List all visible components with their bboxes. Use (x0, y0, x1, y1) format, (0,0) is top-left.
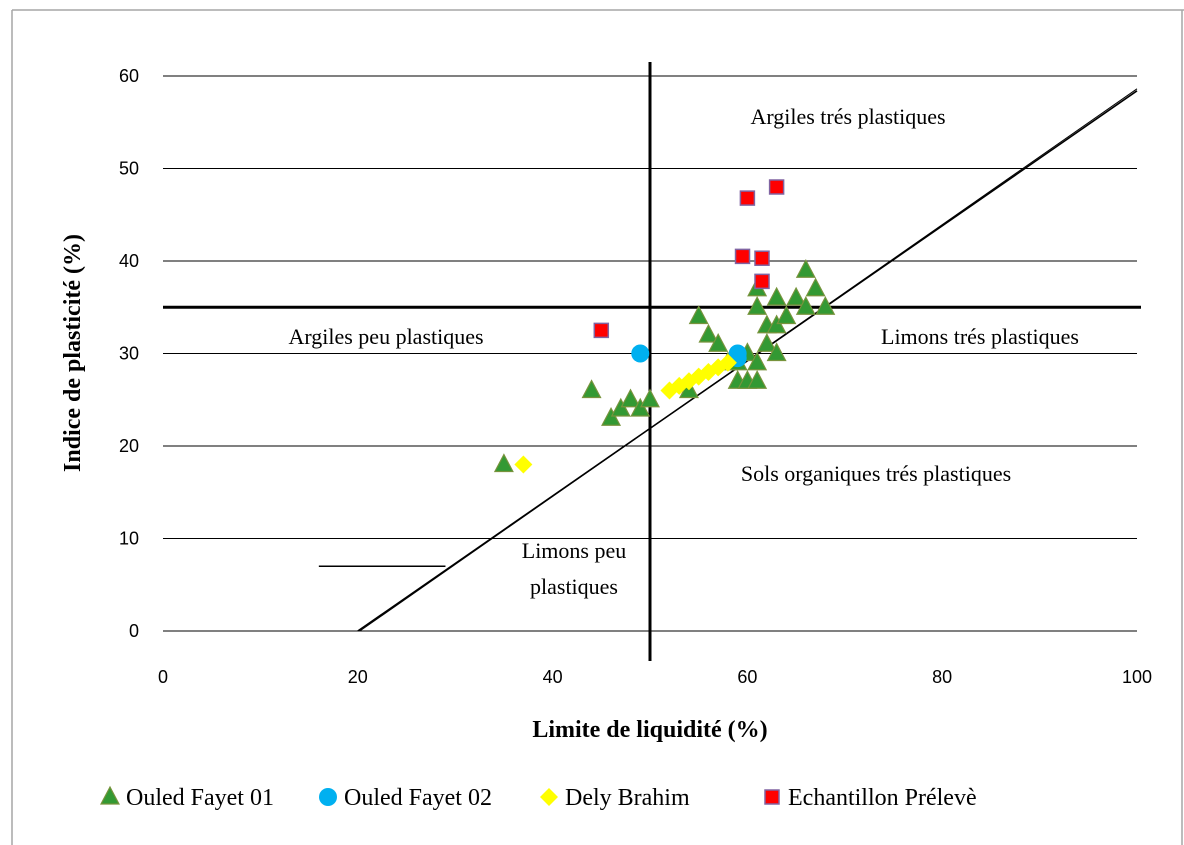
classification-lines (163, 62, 1141, 661)
legend-label: Ouled Fayet 02 (344, 785, 492, 811)
legend-item: Ouled Fayet 02 (319, 785, 492, 811)
legend-label: Dely Brahim (565, 785, 690, 811)
data-point-series-1 (815, 295, 836, 315)
data-point-series-4 (754, 250, 770, 266)
legend-item: Echantillon Prélevè (764, 785, 977, 811)
data-point-series-4 (739, 190, 756, 206)
data-point-series-1 (601, 406, 622, 426)
y-tick-label: 60 (119, 66, 139, 86)
x-tick-label: 20 (348, 667, 368, 687)
data-point-series-1 (493, 453, 514, 473)
x-tick-label: 80 (932, 667, 952, 687)
y-tick-label: 0 (129, 621, 139, 641)
x-tick-label: 100 (1122, 667, 1152, 687)
data-point-series-1 (766, 314, 787, 334)
legend-marker (540, 788, 558, 806)
data-point-series-1 (640, 388, 660, 408)
legend-item: Ouled Fayet 01 (100, 785, 274, 811)
data-point-series-1 (805, 277, 826, 297)
y-tick-label: 20 (119, 436, 139, 456)
data-point-series-4 (754, 273, 770, 290)
data-points (493, 179, 836, 474)
region-label-bottom-left-1: Limons peu (522, 538, 627, 563)
y-tick-label: 30 (119, 344, 139, 364)
region-label-top: Argiles trés plastiques (750, 104, 945, 129)
data-point-series-2 (728, 344, 747, 363)
region-label-bottom-left-2: plastiques (530, 574, 618, 599)
legend-item: Dely Brahim (540, 785, 690, 811)
data-point-series-1 (581, 379, 602, 399)
legend-label: Ouled Fayet 01 (126, 785, 274, 811)
data-point-series-4 (768, 179, 785, 195)
legend-label: Echantillon Prélevè (788, 785, 977, 811)
x-tick-label: 0 (158, 667, 168, 687)
x-tick-label: 60 (737, 667, 757, 687)
data-point-series-1 (747, 295, 768, 315)
data-point-series-4 (734, 248, 751, 265)
x-axis-title: Limite de liquidité (%) (532, 717, 767, 743)
data-point-series-1 (698, 323, 719, 343)
data-point-series-1 (795, 295, 816, 315)
x-tick-label: 40 (543, 667, 563, 687)
data-point-series-4 (593, 322, 610, 339)
legend-marker (319, 788, 337, 806)
y-axis-title: Indice de plasticité (%) (60, 234, 86, 472)
data-point-series-1 (708, 332, 729, 352)
legend-marker (100, 785, 120, 805)
legend: Ouled Fayet 01 Ouled Fayet 02 Dely Brahim E… (100, 785, 977, 811)
data-point-series-1 (610, 397, 631, 417)
axis-ticks: 0 10 20 30 40 50 60 0 20 40 60 80 100 (119, 66, 1152, 687)
data-point-series-3 (718, 353, 737, 372)
data-point-series-1 (747, 351, 768, 371)
y-tick-label: 10 (119, 529, 139, 549)
data-point-series-1 (766, 342, 787, 362)
data-point-series-1 (776, 305, 797, 325)
region-label-left: Argiles peu plastiques (288, 324, 483, 349)
data-point-series-1 (766, 286, 787, 306)
data-point-series-1 (630, 397, 651, 417)
data-point-series-3 (514, 455, 533, 474)
data-point-series-1 (688, 305, 709, 325)
y-tick-label: 40 (119, 251, 139, 271)
legend-marker (764, 789, 780, 805)
y-tick-label: 50 (119, 159, 139, 179)
region-labels: Argiles trés plastiques Argiles peu plas… (288, 104, 1079, 599)
data-point-series-1 (747, 369, 768, 389)
data-point-series-1 (756, 332, 777, 352)
data-point-series-2 (631, 344, 650, 363)
region-label-right: Limons trés plastiques (881, 324, 1079, 349)
data-point-series-1 (795, 258, 816, 278)
data-point-series-1 (620, 388, 641, 408)
data-point-series-1 (786, 286, 807, 306)
region-label-bottom-right: Sols organiques trés plastiques (741, 461, 1011, 486)
